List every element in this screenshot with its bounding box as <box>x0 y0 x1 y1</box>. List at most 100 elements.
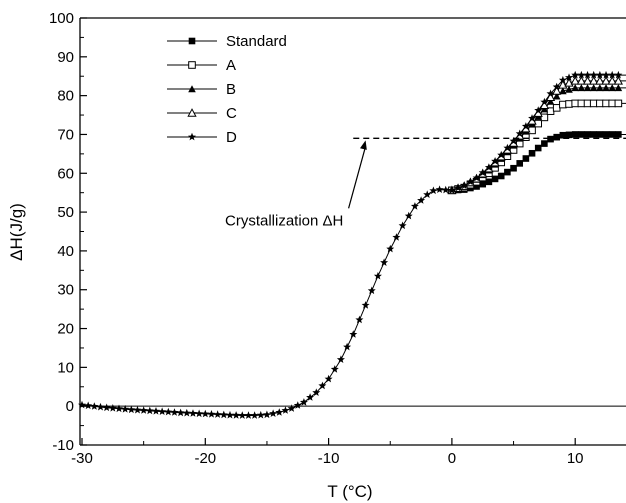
shared-curve-point <box>250 411 259 419</box>
series-point-a <box>540 113 549 122</box>
y-tick-label: 70 <box>57 126 74 143</box>
shared-curve-point <box>121 405 130 413</box>
series-point-c <box>613 76 623 85</box>
series-point-standard <box>584 131 591 138</box>
x-tick-label: -20 <box>194 450 216 467</box>
shared-curve-point <box>343 342 352 351</box>
series-point-standard <box>571 131 579 138</box>
series-point-b <box>565 85 573 93</box>
legend-marker-standard <box>188 37 196 45</box>
shared-curve-point <box>312 388 321 396</box>
series-point-standard <box>516 160 524 167</box>
legend-label-standard: Standard <box>226 33 287 50</box>
series-point-standard <box>553 133 561 141</box>
series-point-standard <box>596 131 604 138</box>
axis-titles: T (°C) ΔH(J/g) <box>7 203 373 501</box>
legend-marker-d <box>188 132 196 141</box>
series-point-d <box>577 70 586 79</box>
series-point-a <box>571 99 580 108</box>
series-point-standard <box>565 131 573 139</box>
series-point-standard <box>590 131 597 138</box>
shared-curve-point <box>176 408 185 417</box>
shared-curve-point <box>145 406 154 415</box>
series-point-c <box>589 76 599 85</box>
shared-curve-point <box>189 409 197 417</box>
series-point-d <box>515 129 524 138</box>
shared-curve-point <box>164 407 173 416</box>
series-point-standard <box>547 135 554 143</box>
shared-curve-point <box>213 410 222 418</box>
legend-marker-c <box>187 108 197 117</box>
shared-curve-point <box>115 404 123 413</box>
shared-curve-point <box>182 408 191 417</box>
series-point-standard <box>522 155 530 162</box>
series-point-d <box>472 173 481 182</box>
shared-curve-point <box>232 411 241 419</box>
series-point-a <box>608 99 616 108</box>
y-tick-label: 80 <box>57 88 74 105</box>
series-point-d <box>546 89 555 98</box>
series-point-b <box>589 84 598 92</box>
shared-curve-point <box>361 301 370 309</box>
series-point-c <box>570 76 580 85</box>
series-point-standard <box>528 149 536 157</box>
series-point-c <box>607 76 617 85</box>
series-point-b <box>608 84 616 92</box>
legend-marker-a <box>188 61 196 69</box>
legend-label-a: A <box>226 57 236 74</box>
series-point-standard <box>534 144 542 152</box>
y-tick-label: 90 <box>57 49 74 66</box>
shared-curve-point <box>429 186 438 195</box>
series-point-d <box>602 70 610 79</box>
series-point-a <box>614 99 623 108</box>
series-point-b <box>546 97 555 105</box>
shared-curve-point <box>355 315 364 324</box>
series-point-b <box>583 84 592 92</box>
shared-curve-point <box>256 410 265 419</box>
annotation-arrow-head <box>360 140 367 150</box>
shared-curve-point <box>195 409 204 418</box>
x-axis-title: T (°C) <box>327 482 372 501</box>
series-point-d <box>540 97 549 106</box>
series-point-d <box>466 177 475 186</box>
series-point-d <box>521 122 530 130</box>
annotation-label: Crystallization ΔH <box>225 212 343 229</box>
x-tick-label: 10 <box>567 450 584 467</box>
shared-curve-point <box>287 404 296 412</box>
series-point-a <box>583 99 592 108</box>
x-tick-label: -10 <box>318 450 340 467</box>
series-point-d <box>447 186 456 194</box>
series-point-b <box>552 92 561 100</box>
y-tick-label: 50 <box>57 204 74 221</box>
shared-curve-point <box>281 406 290 414</box>
shared-curve-point <box>293 401 302 409</box>
shared-curve-point <box>207 410 216 418</box>
series-point-b <box>614 84 623 92</box>
shared-curve-point <box>133 405 142 414</box>
series-point-c <box>601 76 611 85</box>
y-tick-label: 60 <box>57 165 74 182</box>
series-point-c <box>582 76 593 85</box>
shared-curve-point <box>102 403 111 412</box>
shared-curve-point <box>152 407 160 415</box>
shared-curve-point <box>398 221 407 230</box>
series-point-standard <box>615 131 622 138</box>
series-point-d <box>460 181 469 190</box>
shared-curve-point <box>380 258 389 266</box>
shared-curve-point <box>306 393 315 401</box>
legend-marker-b <box>188 85 196 93</box>
series-point-standard <box>491 175 499 183</box>
shared-curve-point <box>108 404 117 412</box>
y-tick-label: 20 <box>57 321 74 338</box>
series-point-a <box>565 100 573 108</box>
series-point-b <box>577 84 586 92</box>
y-tick-label: 40 <box>57 243 74 260</box>
series-point-b <box>596 84 604 92</box>
shared-curve-point <box>84 401 93 410</box>
series-point-standard <box>541 140 548 147</box>
y-axis-title: ΔH(J/g) <box>7 203 26 261</box>
shared-curve-point <box>127 405 136 414</box>
series-point-d <box>528 114 536 122</box>
series-point-a <box>596 99 604 108</box>
